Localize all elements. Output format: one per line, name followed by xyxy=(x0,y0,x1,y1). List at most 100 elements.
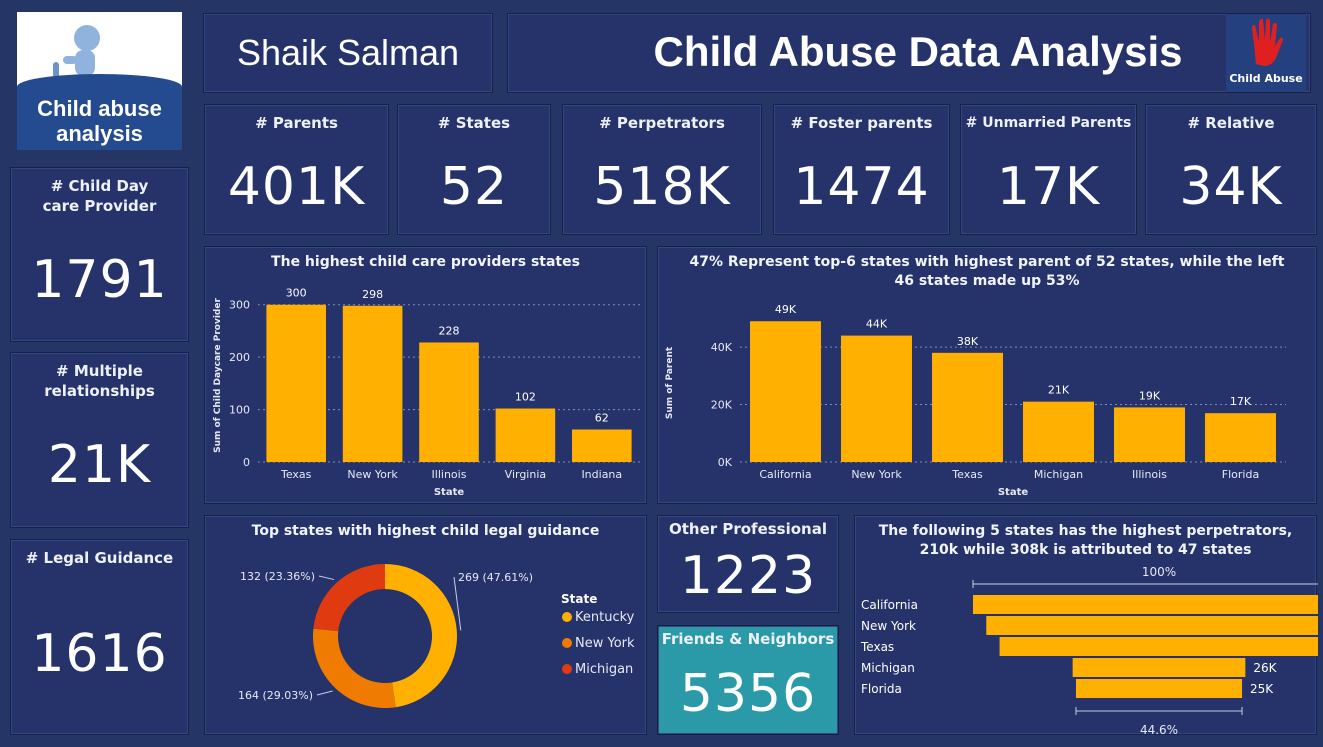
y-tick-label: 0 xyxy=(243,456,250,469)
kpi-relative-value: 34K xyxy=(1179,157,1283,217)
kpi-states-card: # States 52 xyxy=(397,104,551,235)
kpi-parents-card: # Parents 401K xyxy=(204,104,389,235)
funnel-category-label: Texas xyxy=(860,640,894,654)
x-tick-label: New York xyxy=(347,468,398,481)
y-tick-label: 300 xyxy=(229,299,250,312)
kpi-unmarried-label: # Unmarried Parents xyxy=(965,115,1132,131)
kpi-states-label: # States xyxy=(437,114,511,132)
child-figure-icon xyxy=(53,25,100,78)
data-label: 49K xyxy=(775,303,797,316)
chart-parents-svg: 0K 20K 40K 49K California 44K New York 38K Texas… xyxy=(665,303,1286,498)
x-axis-title: State xyxy=(998,487,1029,498)
chart-parents-card: 47% Represent top-6 states with highest … xyxy=(657,246,1317,504)
kpi-multiple-value: 21K xyxy=(47,435,152,495)
kpi-friends-card: Friends & Neighbors 5356 xyxy=(657,625,839,735)
chart-perpetrators-card: The following 5 states has the highest p… xyxy=(854,515,1318,736)
chart-legal-svg: 269 (47.61%) 164 (29.03%) 132 (23.36%) Stat… xyxy=(238,564,635,708)
kpi-friends-value: 5356 xyxy=(679,664,817,724)
y-tick-label: 100 xyxy=(229,404,250,417)
bar xyxy=(841,335,912,462)
logo-title-line1: Child abuse xyxy=(37,96,162,121)
kpi-daycare-label: # Child Day care Provider xyxy=(42,177,157,215)
bar xyxy=(572,429,632,462)
funnel-data-label: 25K xyxy=(1250,682,1274,696)
red-hand-icon xyxy=(1252,18,1283,66)
slice-label: 164 (29.03%) xyxy=(238,689,313,702)
kpi-friends-label: Friends & Neighbors xyxy=(661,630,835,648)
kpi-relative-label: # Relative xyxy=(1187,114,1275,132)
kpi-perpetrators-card: # Perpetrators 518K xyxy=(562,104,762,235)
leader-line xyxy=(318,575,335,581)
data-label: 19K xyxy=(1139,389,1161,402)
slice-label: 132 (23.36%) xyxy=(240,570,315,583)
x-tick-label: Indiana xyxy=(581,468,622,481)
donut-slice xyxy=(313,628,396,708)
kpi-foster-value: 1474 xyxy=(793,157,930,217)
data-label: 21K xyxy=(1048,384,1070,397)
funnel-data-label: 26K xyxy=(1253,661,1277,675)
y-axis-title: Sum of Parent xyxy=(665,346,675,419)
funnel-category-label: Michigan xyxy=(861,661,915,675)
funnel-bar xyxy=(999,637,1318,656)
chart-legal-card: Top states with highest child legal guid… xyxy=(204,515,647,735)
data-label: 300 xyxy=(286,287,307,300)
funnel-bar xyxy=(973,595,1318,614)
kpi-legal-card: # Legal Guidance 1616 xyxy=(10,539,189,735)
legend-marker xyxy=(562,664,572,674)
logo-title-line2: analysis xyxy=(56,121,143,146)
funnel-category-label: New York xyxy=(861,619,916,633)
data-label: 102 xyxy=(515,391,536,404)
bar xyxy=(750,321,821,462)
kpi-unmarried-value: 17K xyxy=(996,157,1101,217)
legend-item: Michigan xyxy=(575,662,633,677)
child-abuse-badge: Child Abuse xyxy=(1226,14,1306,92)
chart-daycare-card: The highest child care providers states … xyxy=(204,246,647,504)
bar xyxy=(419,342,479,462)
data-label: 44K xyxy=(866,318,888,331)
kpi-multiple-label: # Multiple relationships xyxy=(44,362,155,400)
bar xyxy=(1114,407,1185,462)
kpi-daycare-card: # Child Day care Provider 1791 xyxy=(10,167,189,342)
bar xyxy=(342,305,403,462)
kpi-parents-value: 401K xyxy=(227,157,366,217)
x-tick-label: Michigan xyxy=(1034,468,1083,481)
kpi-legal-value: 1616 xyxy=(31,624,168,684)
y-tick-label: 0K xyxy=(718,456,733,469)
data-label: 228 xyxy=(439,324,460,337)
chart-parents-title: 47% Represent top-6 states with highest … xyxy=(689,254,1285,289)
kpi-perpetrators-label: # Perpetrators xyxy=(599,114,725,132)
x-tick-label: Virginia xyxy=(505,468,546,481)
kpi-relative-card: # Relative 34K xyxy=(1145,104,1317,235)
funnel-bar xyxy=(1072,658,1246,677)
chart-daycare-svg: 0 100 200 300 300 Texas 298 New York 228 Illinois… xyxy=(213,287,640,498)
x-tick-label: California xyxy=(759,468,811,481)
funnel-bar xyxy=(1075,679,1243,698)
x-axis-title: State xyxy=(434,487,465,498)
funnel-top-label: 100% xyxy=(1142,565,1176,579)
data-label: 38K xyxy=(957,335,979,348)
kpi-parents-label: # Parents xyxy=(255,114,338,132)
funnel-category-label: California xyxy=(861,598,918,612)
bar xyxy=(1205,413,1276,462)
leader-line xyxy=(316,690,333,696)
donut-slice xyxy=(385,564,457,708)
kpi-other-value: 1223 xyxy=(679,546,817,606)
kpi-foster-label: # Foster parents xyxy=(790,114,933,132)
kpi-foster-card: # Foster parents 1474 xyxy=(773,104,950,235)
bar xyxy=(932,352,1003,462)
data-label: 62 xyxy=(595,411,609,424)
data-label: 17K xyxy=(1230,395,1252,408)
data-label: 298 xyxy=(362,288,383,301)
author-card: Shaik Salman xyxy=(203,13,493,93)
kpi-multiple-card: # Multiple relationships 21K xyxy=(10,352,189,528)
kpi-perpetrators-value: 518K xyxy=(593,157,731,217)
kpi-unmarried-card: # Unmarried Parents 17K xyxy=(960,104,1137,235)
y-axis-title: Sum of Child Daycare Provider xyxy=(213,298,223,453)
x-tick-label: Texas xyxy=(951,468,983,481)
kpi-legal-label: # Legal Guidance xyxy=(25,549,174,567)
kpi-other-card: Other Professional 1223 xyxy=(657,515,839,613)
funnel-bar xyxy=(986,616,1318,635)
legend-marker xyxy=(562,638,572,648)
bar xyxy=(266,304,326,462)
chart-legal-title: Top states with highest child legal guid… xyxy=(251,523,600,539)
